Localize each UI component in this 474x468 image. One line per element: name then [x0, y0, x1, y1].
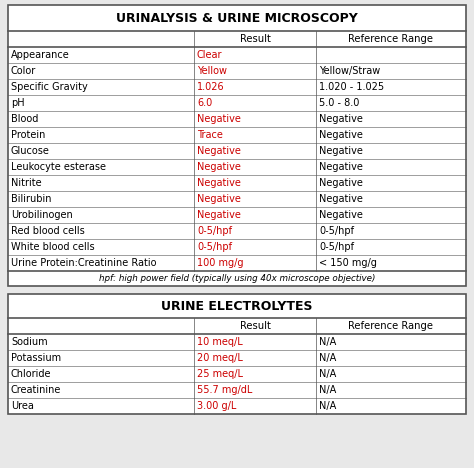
Text: Specific Gravity: Specific Gravity — [11, 82, 88, 92]
Text: 0-5/hpf: 0-5/hpf — [197, 226, 232, 236]
Text: 100 mg/g: 100 mg/g — [197, 258, 244, 268]
Text: 10 meq/L: 10 meq/L — [197, 337, 243, 347]
Text: N/A: N/A — [319, 337, 336, 347]
Text: White blood cells: White blood cells — [11, 242, 95, 252]
Text: N/A: N/A — [319, 401, 336, 411]
Bar — [8, 5, 466, 286]
Text: Negative: Negative — [197, 114, 241, 124]
Text: Negative: Negative — [197, 210, 241, 220]
Text: Blood: Blood — [11, 114, 38, 124]
Text: Negative: Negative — [319, 162, 363, 172]
Text: 25 meq/L: 25 meq/L — [197, 369, 243, 379]
Text: 5.0 - 8.0: 5.0 - 8.0 — [319, 98, 359, 108]
Text: Urobilinogen: Urobilinogen — [11, 210, 73, 220]
Text: N/A: N/A — [319, 369, 336, 379]
Text: Reference Range: Reference Range — [348, 321, 434, 331]
Text: 0-5/hpf: 0-5/hpf — [319, 226, 354, 236]
Text: Urine Protein:Creatinine Ratio: Urine Protein:Creatinine Ratio — [11, 258, 156, 268]
Text: Urea: Urea — [11, 401, 34, 411]
Text: Negative: Negative — [319, 146, 363, 156]
Text: Chloride: Chloride — [11, 369, 52, 379]
Text: Negative: Negative — [319, 130, 363, 140]
Text: Appearance: Appearance — [11, 50, 70, 60]
Text: Trace: Trace — [197, 130, 223, 140]
Text: Reference Range: Reference Range — [348, 34, 434, 44]
Text: Negative: Negative — [319, 178, 363, 188]
Bar — [8, 294, 466, 414]
Text: Negative: Negative — [197, 194, 241, 204]
Text: Negative: Negative — [319, 194, 363, 204]
Text: Yellow: Yellow — [197, 66, 227, 76]
Text: Negative: Negative — [319, 114, 363, 124]
Text: 0-5/hpf: 0-5/hpf — [197, 242, 232, 252]
Text: Protein: Protein — [11, 130, 46, 140]
Text: pH: pH — [11, 98, 25, 108]
Text: Bilirubin: Bilirubin — [11, 194, 52, 204]
Text: Negative: Negative — [319, 210, 363, 220]
Text: 55.7 mg/dL: 55.7 mg/dL — [197, 385, 252, 395]
Text: 0-5/hpf: 0-5/hpf — [319, 242, 354, 252]
Text: Potassium: Potassium — [11, 353, 61, 363]
Text: Nitrite: Nitrite — [11, 178, 42, 188]
Text: URINALYSIS & URINE MICROSCOPY: URINALYSIS & URINE MICROSCOPY — [116, 12, 358, 24]
Text: Sodium: Sodium — [11, 337, 47, 347]
Text: 1.026: 1.026 — [197, 82, 225, 92]
Text: 3.00 g/L: 3.00 g/L — [197, 401, 237, 411]
Text: URINE ELECTROLYTES: URINE ELECTROLYTES — [161, 300, 313, 313]
Text: hpf: high power field (typically using 40x microscope objective): hpf: high power field (typically using 4… — [99, 274, 375, 283]
Text: 6.0: 6.0 — [197, 98, 212, 108]
Text: N/A: N/A — [319, 385, 336, 395]
Text: 1.020 - 1.025: 1.020 - 1.025 — [319, 82, 384, 92]
Text: Color: Color — [11, 66, 36, 76]
Text: Result: Result — [239, 34, 271, 44]
Text: N/A: N/A — [319, 353, 336, 363]
Text: Red blood cells: Red blood cells — [11, 226, 85, 236]
Text: Clear: Clear — [197, 50, 222, 60]
Text: 20 meq/L: 20 meq/L — [197, 353, 243, 363]
Text: Negative: Negative — [197, 162, 241, 172]
Text: Negative: Negative — [197, 146, 241, 156]
Text: Yellow/Straw: Yellow/Straw — [319, 66, 380, 76]
Text: Creatinine: Creatinine — [11, 385, 61, 395]
Text: Glucose: Glucose — [11, 146, 50, 156]
Text: Negative: Negative — [197, 178, 241, 188]
Text: < 150 mg/g: < 150 mg/g — [319, 258, 377, 268]
Text: Result: Result — [239, 321, 271, 331]
Text: Leukocyte esterase: Leukocyte esterase — [11, 162, 106, 172]
